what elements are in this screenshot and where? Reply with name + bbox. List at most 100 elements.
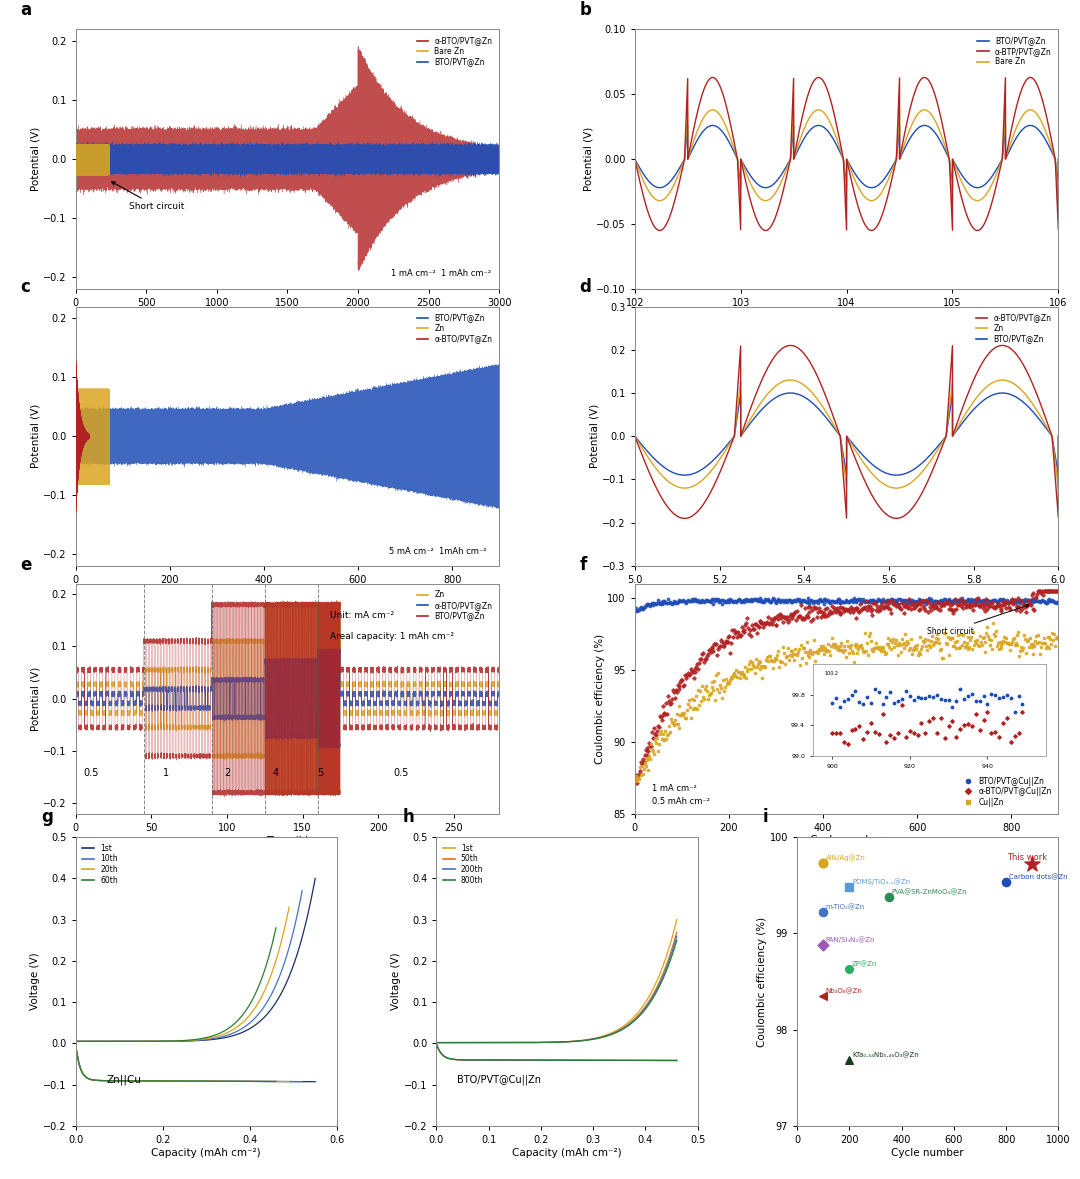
Point [974,628,991,647]
Point [878,591,895,610]
Point [813,592,831,611]
Point [711,683,728,702]
Point [1039,627,1056,646]
Point [1030,592,1048,611]
Point [1011,591,1028,610]
Point [1016,597,1034,615]
Point [812,607,829,626]
Point [692,650,710,668]
Point [1002,591,1020,610]
Point [822,602,839,621]
Point [765,608,782,627]
Point [747,650,765,668]
Point [986,599,1003,618]
Point [904,595,921,614]
Point [824,602,841,621]
Point [1028,627,1045,646]
Point [1008,592,1025,611]
Point [653,594,671,613]
Point [969,592,986,611]
Point [638,594,656,613]
Point [779,638,796,657]
Point [743,615,760,634]
X-axis label: Time (h): Time (h) [266,310,309,321]
Point [1036,592,1053,611]
Point [829,590,847,608]
Text: 0.5 mAh cm⁻²: 0.5 mAh cm⁻² [651,797,710,806]
Point [955,598,972,617]
Point [1037,581,1054,600]
Point [770,610,787,628]
Point [735,593,753,612]
Point [649,591,666,610]
Point [876,592,893,611]
Point [912,627,929,646]
Point [669,594,686,613]
Point [915,591,932,610]
Point [654,724,672,743]
Point [669,593,686,612]
Point [819,598,836,617]
Point [725,627,742,646]
Point [874,598,891,617]
Point [808,591,825,610]
Point [918,591,935,610]
Point [873,592,890,611]
Point [760,591,778,610]
Point [976,591,994,610]
Point [891,599,908,618]
Point [874,638,891,657]
Point [870,640,888,659]
Point [815,604,833,623]
Point [881,631,899,650]
Point [748,590,766,608]
Point [872,600,889,619]
Point [659,704,676,723]
Text: d: d [580,278,592,296]
Point [873,641,890,660]
Point [1011,598,1028,617]
Point [801,592,819,611]
Point [924,594,942,613]
Point [780,651,797,670]
Point [908,595,926,614]
Point [959,591,976,610]
Point [1023,638,1040,657]
Point [809,602,826,621]
Point [634,764,651,783]
Point [808,592,825,611]
Y-axis label: Coulombic efficiency (%): Coulombic efficiency (%) [595,633,605,764]
Point [725,666,742,685]
Point [700,640,717,659]
Point [969,592,986,611]
Point [862,593,879,612]
X-axis label: Time (h): Time (h) [266,587,309,598]
Point [767,615,784,634]
Point [957,637,974,656]
Point [1042,581,1059,600]
Point [829,601,847,620]
Point [1048,594,1065,613]
Point [650,718,667,737]
Point [808,643,825,661]
Point [972,632,989,651]
Point [646,725,663,744]
Point [660,725,677,744]
Point [702,643,719,661]
Point [785,605,802,624]
Point [865,593,882,612]
Point [840,877,858,896]
Point [978,618,996,637]
Point [848,599,865,618]
Point [1036,581,1053,600]
Point [679,591,697,610]
Point [996,595,1013,614]
Point [843,643,861,661]
Point [882,604,900,623]
Point [855,591,873,610]
Point [662,710,679,729]
Point [782,641,799,660]
Text: 4: 4 [272,769,279,778]
Point [789,607,807,626]
Point [796,592,813,611]
